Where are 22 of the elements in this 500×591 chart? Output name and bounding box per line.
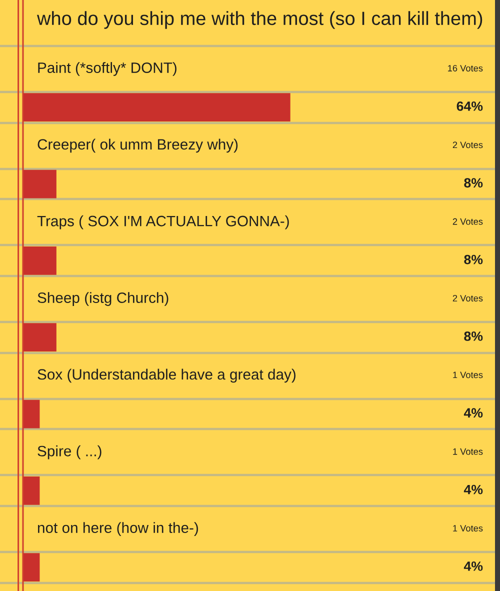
y-tick-label: Creeper( ok umm Breezy why) [38,138,238,153]
data-label: 8% [464,254,483,264]
y-tick-label: Paint (*softly* DONT) [38,62,176,76]
y-tick-label: Sheep (istg Church) [38,292,168,306]
y-tick-label: Traps ( SOX I'M ACTUALLY GONNA-) [37,215,289,230]
text: who do you ship me with the most (so I can kill them) [36,11,482,29]
data-label: 4% [464,562,483,571]
annotation: 1 Votes [453,525,483,532]
annotation: 1 Votes [453,372,483,378]
y-tick-label: not on here (how in the-) [38,522,198,536]
annotation: 2 Votes [452,218,483,225]
y-tick-label: Spire ( ...) [38,445,102,460]
annotation: 1 Votes [453,448,483,455]
annotation: 2 Votes [452,142,483,148]
data-label: 8% [464,331,483,341]
annotation: 2 Votes [452,294,483,302]
data-label: 4% [464,484,483,494]
annotation: 16 Votes [448,64,483,72]
data-label: 8% [464,178,483,188]
y-tick-label: Sox (Understandable have a great day) [38,368,296,383]
data-label: 4% [464,408,483,418]
data-label: 64% [456,101,483,111]
